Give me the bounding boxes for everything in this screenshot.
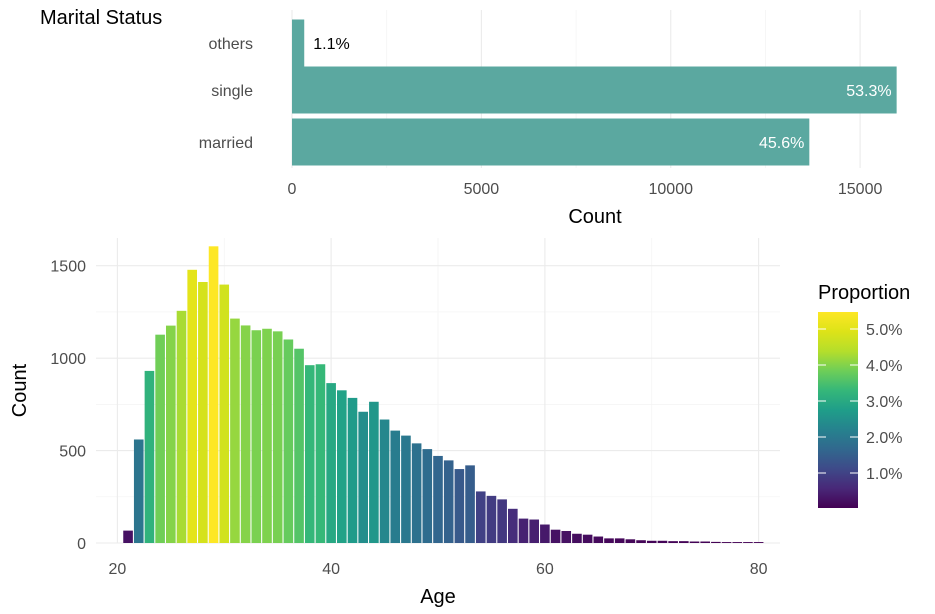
histogram-bar-age-74 <box>689 541 700 543</box>
bar-value-label-others: 1.1% <box>313 36 349 53</box>
histogram-bar-age-21 <box>123 530 133 543</box>
legend-tick-label: 4.0% <box>866 358 902 375</box>
histogram-bar-age-23 <box>144 370 155 543</box>
histogram-bar-age-80 <box>753 542 764 543</box>
y-tick-label: 0 <box>77 536 86 553</box>
histogram-bar-age-32 <box>240 325 251 543</box>
x-tick-label: 40 <box>322 561 340 578</box>
histogram-bar-age-51 <box>443 460 454 543</box>
histogram-bar-age-40 <box>326 383 336 543</box>
legend-tick-label: 3.0% <box>866 394 902 411</box>
histogram-bar-age-53 <box>465 465 475 543</box>
histogram-bar-age-55 <box>486 495 497 543</box>
x-axis-title: Age <box>420 586 456 608</box>
histogram-bar-age-28 <box>198 281 208 543</box>
marital-status-chart: others 1.1% single 53.3% married 45.6% 0 5000 10… <box>40 7 897 228</box>
x-tick-label: 60 <box>536 561 554 578</box>
histogram-bar-age-37 <box>294 348 304 543</box>
y-axis-title: Count <box>9 363 31 417</box>
histogram-bar-age-52 <box>454 469 465 543</box>
histogram-bar-age-46 <box>390 430 401 543</box>
histogram-bar-age-68 <box>625 539 636 543</box>
histogram-bar-age-71 <box>657 540 668 543</box>
histogram-bar-age-30 <box>219 284 230 543</box>
histogram-bar-age-41 <box>337 390 347 543</box>
histogram-bar-age-42 <box>347 397 358 543</box>
histogram-bar-age-70 <box>646 540 657 543</box>
x-axis-title: Count <box>568 206 622 228</box>
legend-tick-label: 1.0% <box>866 466 902 483</box>
histogram-bar-age-72 <box>668 541 678 543</box>
legend-tick-label: 2.0% <box>866 430 902 447</box>
x-tick-label: 15000 <box>838 181 883 198</box>
legend-colorbar <box>818 312 858 508</box>
histogram-bar-age-38 <box>304 365 315 543</box>
histogram-bar-age-50 <box>433 455 443 543</box>
histogram-bar-age-27 <box>187 269 197 543</box>
histogram-bar-age-33 <box>251 330 262 543</box>
y-tick-label: 500 <box>59 444 86 461</box>
histogram-bar-age-77 <box>721 542 732 543</box>
histogram-bar-age-26 <box>176 310 187 543</box>
histogram-bar-age-66 <box>604 538 614 543</box>
x-tick-label: 0 <box>288 181 297 198</box>
histogram-bar-age-25 <box>166 325 176 543</box>
category-label-others: others <box>209 36 253 53</box>
age-histogram-chart: 20 40 60 80 0 500 1000 1500 Age Count <box>9 238 780 608</box>
proportion-legend: Proportion 5.0% 4.0% 3.0% 2.0% 1.0% <box>818 282 910 508</box>
bar-married <box>292 118 810 166</box>
histogram-bar-age-62 <box>561 530 572 543</box>
histogram-bar-age-56 <box>497 499 507 543</box>
x-tick-label: 10000 <box>649 181 694 198</box>
bar-others <box>292 19 305 67</box>
histogram-bar-age-58 <box>518 518 529 543</box>
histogram-bar-age-31 <box>230 318 240 543</box>
legend-tick-label: 5.0% <box>866 322 902 339</box>
histogram-bar-age-60 <box>540 524 550 543</box>
histogram-bar-age-63 <box>572 533 582 543</box>
histogram-bar-age-79 <box>743 542 753 543</box>
legend-title: Proportion <box>818 282 910 304</box>
x-tick-label: 5000 <box>464 181 500 198</box>
y-tick-label: 1000 <box>50 351 86 368</box>
histogram-bar-age-54 <box>475 491 486 543</box>
histogram-bar-age-45 <box>379 419 390 543</box>
chart-title: Marital Status <box>40 7 162 29</box>
histogram-bar-age-47 <box>401 435 411 543</box>
y-tick-label: 1500 <box>50 259 86 276</box>
histogram-bar-age-36 <box>283 339 294 543</box>
x-tick-label: 80 <box>750 561 768 578</box>
bar-value-label-single: 53.3% <box>846 83 891 100</box>
histogram-bar-age-64 <box>582 534 593 543</box>
histogram-bar-age-39 <box>315 364 326 543</box>
histogram-bar-age-78 <box>732 542 743 543</box>
histogram-bar-age-65 <box>593 536 604 543</box>
x-tick-label: 20 <box>108 561 126 578</box>
histogram-bar-age-67 <box>614 538 625 543</box>
histogram-bar-age-44 <box>369 401 379 543</box>
histogram-bar-age-59 <box>529 519 539 543</box>
histogram-bar-age-24 <box>155 334 165 543</box>
histogram-bar-age-57 <box>508 508 518 543</box>
histogram-bar-age-76 <box>711 541 721 543</box>
histogram-bar-age-69 <box>636 540 646 543</box>
histogram-bar-age-35 <box>272 331 283 543</box>
histogram-bar-age-49 <box>422 449 433 543</box>
category-label-single: single <box>211 83 253 100</box>
histogram-bar-age-22 <box>133 439 144 543</box>
bar-value-label-married: 45.6% <box>759 135 804 152</box>
histogram-bar-age-29 <box>208 246 219 543</box>
histogram-bar-age-34 <box>262 328 272 543</box>
histogram-bar-age-75 <box>700 541 710 543</box>
histogram-bar-age-61 <box>550 529 561 543</box>
histogram-bar-age-43 <box>358 411 368 543</box>
histogram-bar-age-48 <box>411 443 422 543</box>
category-label-married: married <box>199 135 253 152</box>
histogram-bar-age-73 <box>679 541 689 543</box>
bar-single <box>292 66 897 114</box>
